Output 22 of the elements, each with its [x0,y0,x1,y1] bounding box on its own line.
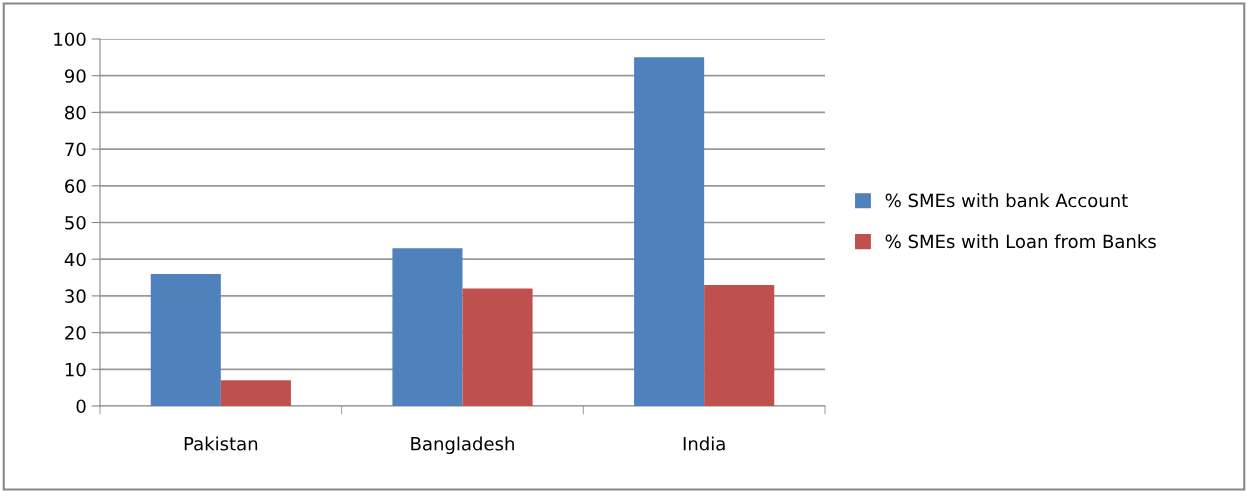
y-tick-label: 10 [65,362,86,377]
bar [150,273,221,406]
y-tick-label: 70 [65,142,86,157]
y-tick-label: 60 [65,179,86,193]
legend-label: % SMEs with bank Account [885,193,1128,208]
y-tick-label: 80 [65,105,86,120]
x-tick-label: Bangladesh [411,436,514,455]
y-tick-label: 40 [64,252,86,267]
legend-label: % SMEs with Loan from Banks [885,234,1156,249]
y-tick-label: 90 [64,69,86,83]
y-tick-label: 100 [54,32,86,47]
bar [634,57,705,406]
bar [392,248,463,406]
x-tick-label: India [683,436,725,451]
y-tick-label: 50 [65,215,86,230]
bar [220,380,291,406]
y-tick-label: 20 [65,326,86,340]
bar [462,288,533,406]
bar [704,284,775,406]
x-tick-label: Pakistan [184,436,258,451]
y-tick-label: 0 [76,399,86,414]
y-tick-label: 30 [65,289,86,304]
